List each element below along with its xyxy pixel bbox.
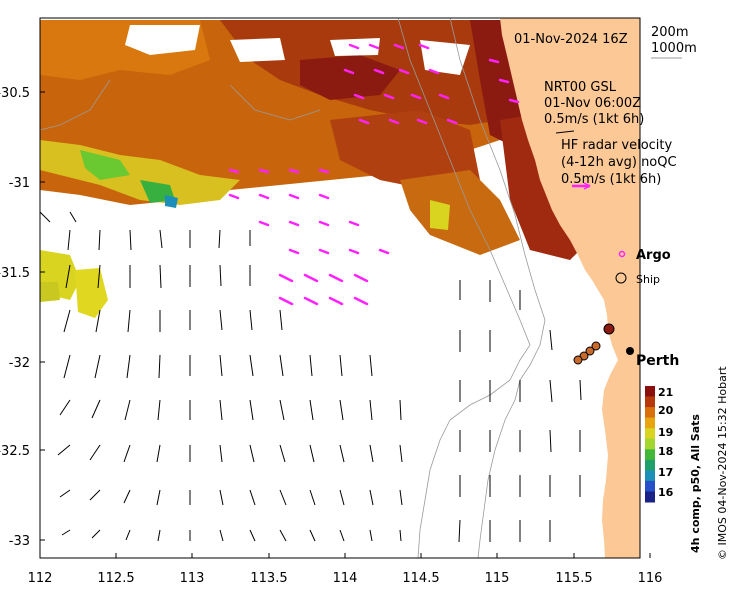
x-tick-label: 112.5	[97, 571, 134, 586]
date-label: 01-Nov-2024 16Z	[514, 32, 628, 47]
colorbar-swatch	[645, 386, 655, 397]
ship-track	[573, 323, 615, 365]
colorbar-swatch	[645, 449, 655, 461]
model-label-line2: 01-Nov 06:00Z	[544, 96, 641, 111]
ship-label: Ship	[636, 273, 660, 286]
y-tick-label: -33	[9, 534, 30, 549]
depth-legend-1000: 1000m	[651, 41, 697, 56]
x-tick-label: 114.5	[402, 571, 439, 586]
y-tick-label: -32.5	[0, 444, 30, 459]
colorbar-swatch	[645, 428, 655, 440]
y-ticks	[40, 91, 45, 541]
y-tick-label: -32	[9, 356, 30, 371]
x-tick-label: 114	[333, 571, 358, 586]
radar-label-line2: (4-12h avg) noQC	[561, 155, 677, 170]
radar-label-line1: HF radar velocity	[561, 138, 673, 153]
depth-legend-200: 200m	[651, 25, 688, 40]
x-tick-label: 116	[638, 571, 663, 586]
x-tick-label: 115	[485, 571, 510, 586]
argo-marker-icon	[618, 250, 626, 258]
colorbar-tick-17: 17	[658, 466, 673, 479]
colorbar-swatch	[645, 396, 655, 408]
colorbar-swatch	[645, 438, 655, 450]
model-scale-arrow	[555, 130, 575, 134]
colorbar-tick-18: 18	[658, 445, 673, 458]
model-label-line1: NRT00 GSL	[544, 80, 617, 95]
radar-velocity-arrows	[228, 43, 520, 306]
sst-colorbar	[645, 386, 655, 503]
land-mass	[500, 18, 640, 558]
x-tick-label: 113.5	[250, 571, 287, 586]
colorbar-swatch	[645, 407, 655, 419]
perth-marker	[626, 347, 634, 355]
colorbar-swatch	[645, 480, 655, 492]
x-tick-label: 112	[28, 571, 53, 586]
model-current-arrows	[39, 211, 582, 543]
colorbar-swatch	[645, 459, 655, 471]
x-tick-label: 113	[180, 571, 205, 586]
colorbar-tick-20: 20	[658, 404, 674, 417]
colorbar-swatch	[645, 417, 655, 429]
colorbar-title: 4h comp, p50, All Sats	[689, 414, 702, 553]
x-tick-label: 115.5	[555, 571, 592, 586]
y-tick-label: -31	[9, 176, 30, 191]
colorbar-tick-21: 21	[658, 386, 673, 399]
credit-label: © IMOS 04-Nov-2024 15:32 Hobart	[716, 366, 729, 560]
argo-label: Argo	[636, 248, 671, 263]
y-tick-label: -31.5	[0, 266, 30, 281]
x-ticks	[39, 553, 651, 558]
y-tick-label: -30.5	[0, 86, 30, 101]
colorbar-swatch	[645, 491, 655, 503]
perth-label: Perth	[636, 353, 679, 369]
plot-frame	[39, 17, 641, 559]
ship-marker-icon	[615, 272, 627, 284]
colorbar-swatch	[645, 470, 655, 482]
model-label-line3: 0.5m/s (1kt 6h)	[544, 112, 644, 127]
bathymetry-contours	[39, 17, 546, 559]
colorbar-tick-16: 16	[658, 486, 674, 499]
radar-scale-arrowhead	[583, 182, 591, 190]
colorbar-tick-19: 19	[658, 426, 673, 439]
